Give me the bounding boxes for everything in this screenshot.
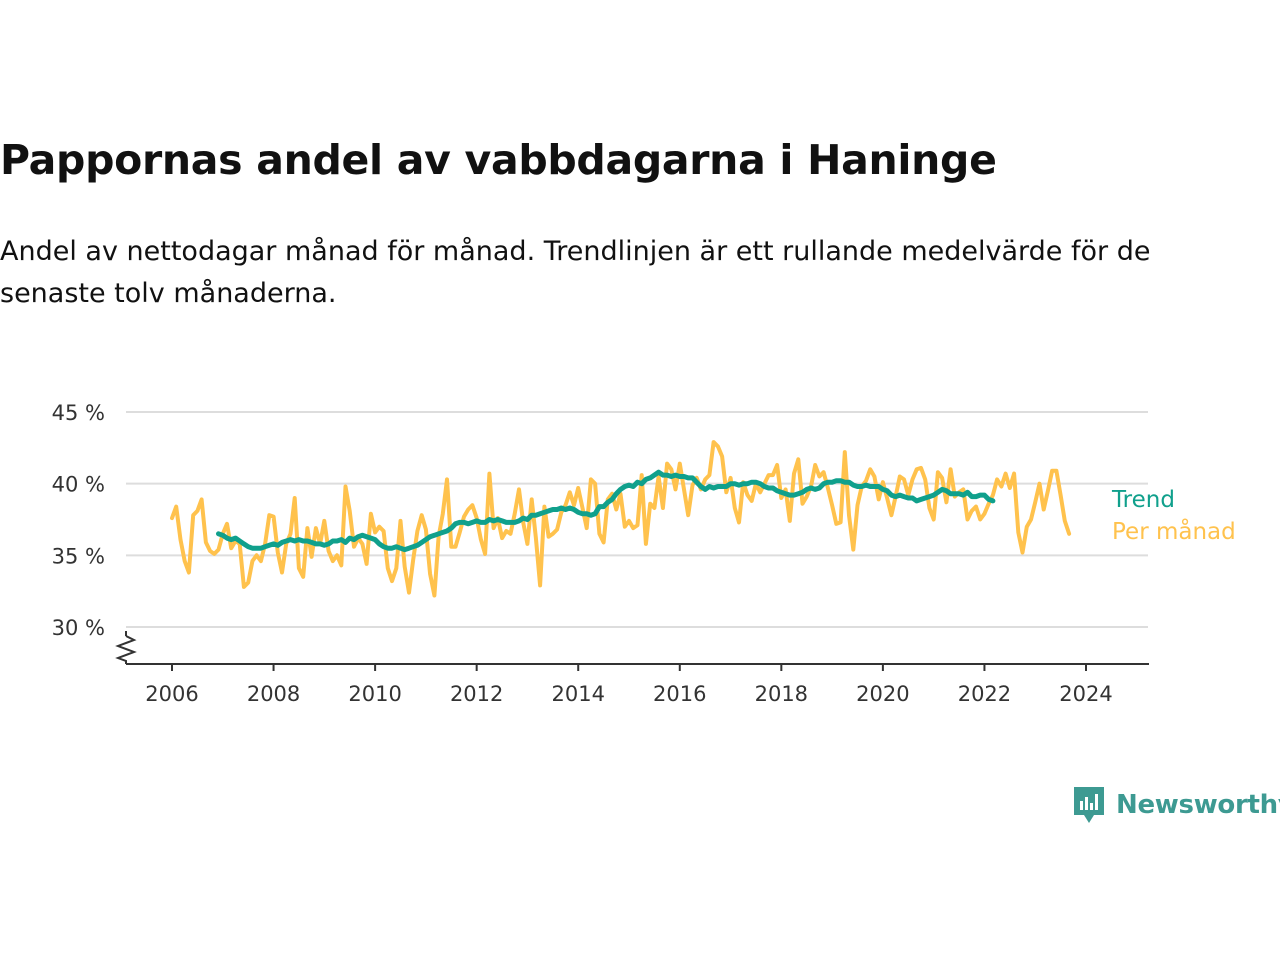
x-tick-label: 2024	[1059, 682, 1112, 706]
line-chart: 45 % 40 % 35 % 30 % 2006 2008 2010 2012 2014 2016…	[52, 401, 1236, 706]
y-axis-break-icon	[115, 635, 137, 664]
y-tick-label: 40 %	[52, 473, 105, 497]
x-tick-label: 2022	[958, 682, 1011, 706]
x-tick-label: 2014	[551, 682, 604, 706]
chart-title: Pappornas andel av vabbdagarna i Haninge	[0, 136, 997, 184]
x-tick-label: 2020	[856, 682, 909, 706]
brand-logo: Newsworthy	[1072, 785, 1280, 825]
chart-subtitle: Andel av nettodagar månad för månad. Tre…	[0, 236, 1151, 309]
y-tick-label: 45 %	[52, 401, 105, 425]
x-tick-label: 2008	[247, 682, 300, 706]
x-tick-label: 2010	[348, 682, 401, 706]
x-tick-label: 2012	[450, 682, 503, 706]
x-tick-label: 2018	[755, 682, 808, 706]
y-tick-label: 30 %	[52, 616, 105, 640]
newsworthy-logo-icon	[1074, 787, 1104, 823]
trend-series-line	[216, 469, 996, 553]
brand-name: Newsworthy	[1116, 790, 1280, 820]
x-tick-label: 2006	[145, 682, 198, 706]
trend-series-label: Trend	[1111, 487, 1175, 513]
x-tick-label: 2016	[653, 682, 706, 706]
monthly-series-label: Per månad	[1112, 517, 1236, 545]
monthly-series-line	[170, 440, 1072, 598]
y-tick-label: 35 %	[52, 544, 105, 568]
